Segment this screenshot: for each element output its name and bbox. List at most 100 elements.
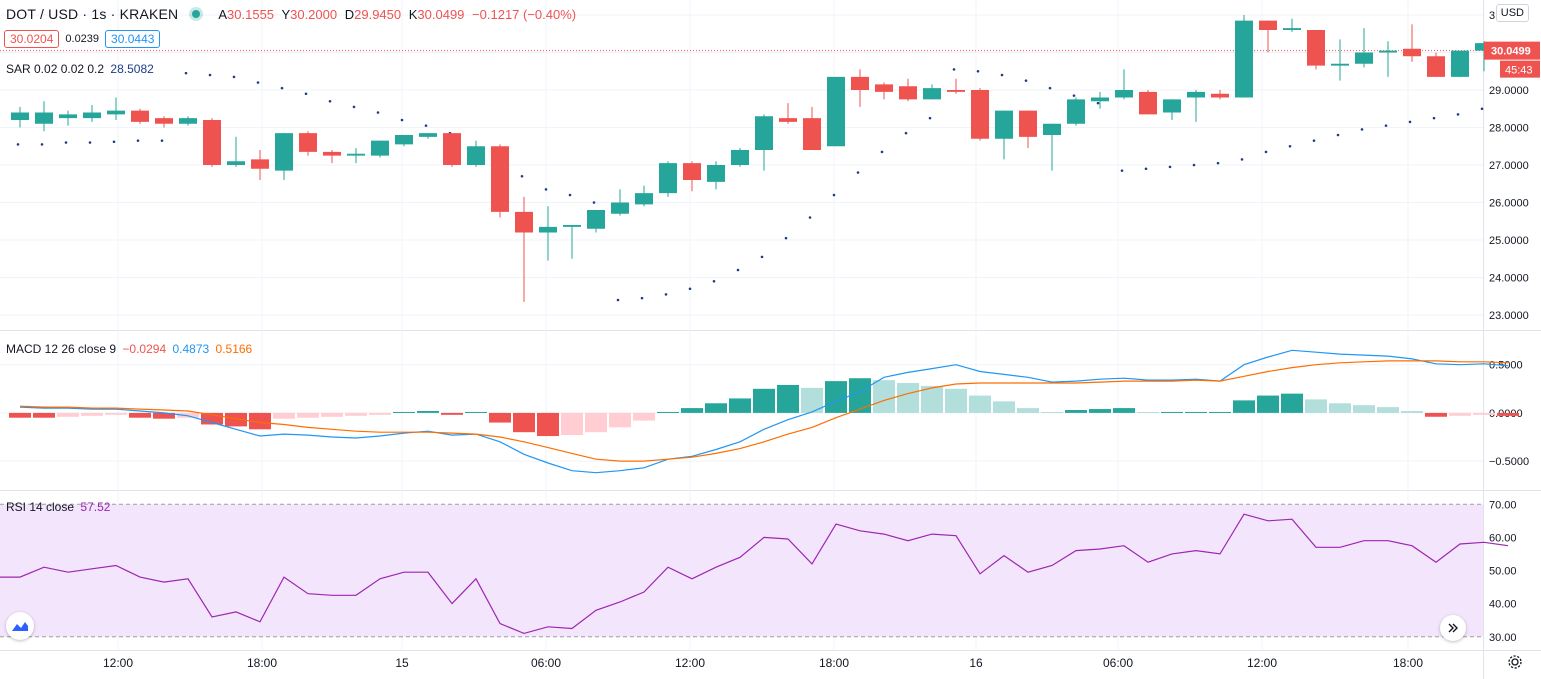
sar-dot: [688, 287, 692, 291]
gear-icon[interactable]: [1507, 654, 1523, 670]
buy-price-button[interactable]: 30.0443: [105, 30, 161, 48]
time-axis-label: 12:00: [103, 656, 133, 670]
sar-dot: [1048, 86, 1052, 90]
macd-histogram-bar: [633, 412, 655, 421]
macd-histogram-bar: [1449, 412, 1471, 416]
candle-body: [179, 118, 197, 124]
macd-histogram-bar: [681, 408, 703, 413]
macd-histogram-bar: [993, 401, 1015, 413]
candle-body: [1355, 52, 1373, 64]
macd-legend[interactable]: MACD 12 26 close 9 −0.0294 0.4873 0.5166: [6, 342, 252, 356]
sar-dot: [1024, 79, 1028, 82]
macd-histogram-bar: [1065, 410, 1087, 413]
sar-dot: [712, 279, 716, 283]
price-axis-label: 28.0000: [1489, 123, 1529, 135]
macd-histogram-bar: [297, 412, 319, 418]
candle-body: [563, 225, 581, 227]
sar-legend-label: SAR 0.02 0.02 0.2: [6, 62, 105, 76]
candle-body: [659, 163, 677, 194]
candle-body: [35, 112, 53, 124]
macd-histogram-bar: [1233, 400, 1255, 413]
candle-body: [1235, 20, 1253, 98]
candle-body: [299, 133, 317, 152]
macd-histogram-bar: [465, 411, 487, 413]
sar-dot: [1120, 169, 1124, 172]
time-axis-label: 18:00: [1393, 656, 1423, 670]
candle-body: [1259, 20, 1277, 30]
macd-histogram-bar: [609, 412, 631, 428]
sell-price-button[interactable]: 30.0204: [4, 30, 60, 48]
sar-dot: [136, 139, 140, 142]
ohlc-high-value: 30.2000: [290, 6, 338, 22]
sar-dot: [208, 73, 212, 77]
sar-dot: [904, 131, 908, 135]
sar-dot: [184, 71, 188, 75]
macd-histogram-bar: [1137, 411, 1159, 413]
ohlc-low-label: D: [344, 6, 355, 22]
macd-histogram-bar: [849, 378, 871, 413]
market-open-status-icon: [192, 10, 201, 18]
double-chevron-right-icon[interactable]: [1440, 615, 1466, 641]
macd-histogram-bar: [1113, 408, 1135, 413]
macd-histogram-bar: [897, 383, 919, 413]
macd-histogram-bar: [273, 412, 295, 419]
countdown-tag-label: 45:43: [1505, 65, 1533, 77]
symbol-title[interactable]: DOT / USD · 1s · KRAKEN: [6, 6, 179, 22]
macd-histogram-bar: [705, 403, 727, 413]
candle-body: [443, 133, 461, 165]
tradingview-logo-icon[interactable]: [6, 612, 34, 640]
macd-histogram-bar: [1281, 393, 1303, 413]
sar-legend[interactable]: SAR 0.02 0.02 0.2 28.5082: [6, 62, 154, 76]
candle-body: [1067, 99, 1085, 124]
macd-histogram-bar: [657, 411, 679, 413]
macd-hist-value: −0.0294: [122, 342, 167, 356]
macd-histogram-bar: [153, 412, 175, 419]
sar-dot: [544, 188, 548, 191]
candle-body: [875, 84, 893, 92]
macd-legend-label: MACD 12 26 close 9: [6, 342, 117, 356]
sar-dot: [16, 143, 20, 146]
macd-signal-line: [19, 360, 1509, 462]
symbol-header: DOT / USD · 1s · KRAKEN A30.1555 Y30.200…: [6, 6, 580, 22]
candle-body: [1331, 63, 1349, 66]
time-axis-label: 18:00: [247, 656, 277, 670]
sar-dot: [952, 68, 956, 71]
currency-button[interactable]: USD: [1495, 4, 1529, 22]
rsi-legend[interactable]: RSI 14 close 57.52: [6, 500, 110, 514]
macd-signal-value: 0.5166: [215, 342, 253, 356]
sar-dot: [640, 296, 644, 300]
sar-dot: [1432, 116, 1436, 120]
sar-dot: [616, 298, 620, 302]
macd-histogram-bar: [81, 412, 103, 416]
macd-histogram-bar: [393, 411, 415, 413]
candle-body: [1283, 28, 1301, 30]
candle-body: [1211, 93, 1229, 98]
sar-dot: [520, 174, 524, 178]
sar-dot: [1408, 120, 1412, 124]
macd-histogram-bar: [1305, 399, 1327, 413]
sar-dot: [400, 118, 404, 122]
macd-histogram-bar: [9, 412, 31, 418]
rsi-axis-label: 60.00: [1489, 532, 1517, 544]
sar-legend-value: 28.5082: [110, 62, 154, 76]
candle-body: [1451, 50, 1469, 77]
macd-histogram-bar: [1185, 411, 1207, 413]
macd-histogram-bar: [561, 412, 583, 436]
countdown-tag: [1500, 60, 1540, 78]
macd-histogram-bar: [1041, 411, 1063, 413]
sar-dot: [1480, 107, 1484, 111]
candle-body: [155, 118, 173, 124]
macd-histogram-bar: [57, 412, 79, 417]
candle-body: [515, 211, 533, 233]
price-axis-label: 25.0000: [1489, 235, 1529, 247]
rsi-legend-label: RSI 14 close: [6, 500, 75, 514]
candle-body: [731, 150, 749, 165]
macd-histogram-bar: [1377, 407, 1399, 413]
sar-dot: [856, 171, 860, 174]
sar-dot: [1096, 101, 1100, 105]
macd-histogram-bar: [321, 412, 343, 417]
candle-body: [227, 161, 245, 165]
candle-body: [851, 76, 869, 90]
sar-dot: [40, 143, 44, 146]
